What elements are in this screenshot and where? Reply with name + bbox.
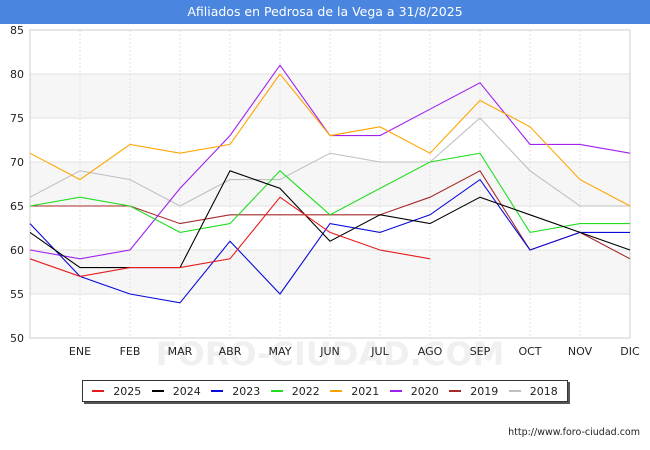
watermark: FORO-CIUDAD.COM xyxy=(156,335,505,373)
legend-label: 2025 xyxy=(113,384,142,398)
legend-swatch xyxy=(92,390,105,392)
x-tick-label: NOV xyxy=(568,345,593,358)
chart-title: Afiliados en Pedrosa de la Vega a 31/8/2… xyxy=(187,4,463,19)
x-tick-label: ENE xyxy=(69,345,91,358)
series-line-2022 xyxy=(29,152,630,234)
x-tick-label: JUN xyxy=(319,345,340,358)
legend-label: 2019 xyxy=(470,384,499,398)
legend-swatch xyxy=(330,390,343,392)
legend-label: 2023 xyxy=(232,384,261,398)
series-line-2021 xyxy=(29,73,631,207)
series-line-2023 xyxy=(29,178,630,304)
y-tick-label: 50 xyxy=(10,332,24,345)
y-tick-label: 85 xyxy=(10,24,24,37)
legend-label: 2024 xyxy=(172,384,201,398)
chart-legend: 2025 2024 2023 2022 2021 2020 2019 2018 xyxy=(82,380,568,402)
legend-label: 2021 xyxy=(351,384,380,398)
series-line-2018 xyxy=(29,117,630,207)
plot-frame xyxy=(29,29,631,339)
legend-swatch xyxy=(211,390,224,392)
legend-swatch xyxy=(449,390,462,392)
x-tick-label: DIC xyxy=(620,345,640,358)
legend-swatch xyxy=(389,390,402,392)
x-tick-label: MAY xyxy=(269,345,292,358)
x-tick-label: AGO xyxy=(418,345,443,358)
y-tick-label: 65 xyxy=(10,200,24,213)
legend-item-2021: 2021 xyxy=(330,385,379,398)
y-tick-label: 75 xyxy=(10,112,24,125)
legend-item-2018: 2018 xyxy=(508,384,558,398)
legend-label: 2020 xyxy=(410,384,439,398)
legend-item-2024: 2024 xyxy=(151,384,201,398)
x-tick-label: FEB xyxy=(120,345,141,358)
chart-title-bar: Afiliados en Pedrosa de la Vega a 31/8/2… xyxy=(0,0,650,24)
x-tick-label: OCT xyxy=(518,345,541,358)
legend-swatch xyxy=(270,390,283,392)
x-tick-label: MAR xyxy=(168,345,193,358)
source-url: http://www.foro-ciudad.com xyxy=(508,427,640,438)
legend-label: 2018 xyxy=(529,384,558,398)
legend-swatch xyxy=(508,390,521,392)
series-line-2025 xyxy=(29,196,431,277)
x-tick-label: JUL xyxy=(370,345,389,358)
legend-swatch xyxy=(151,390,164,392)
x-tick-label: ABR xyxy=(219,345,242,358)
legend-item-2025: 2025 xyxy=(92,385,141,398)
legend-item-2022: 2022 xyxy=(270,384,320,398)
legend-item-2020: 2020 xyxy=(389,384,439,398)
legend-label: 2022 xyxy=(291,384,320,398)
legend-item-2023: 2023 xyxy=(211,385,260,398)
y-tick-label: 80 xyxy=(10,68,24,81)
x-tick-label: SEP xyxy=(470,345,491,358)
legend-item-2019: 2019 xyxy=(449,385,498,398)
y-tick-label: 60 xyxy=(10,244,24,257)
y-tick-label: 55 xyxy=(10,288,24,301)
y-tick-label: 70 xyxy=(10,156,24,169)
